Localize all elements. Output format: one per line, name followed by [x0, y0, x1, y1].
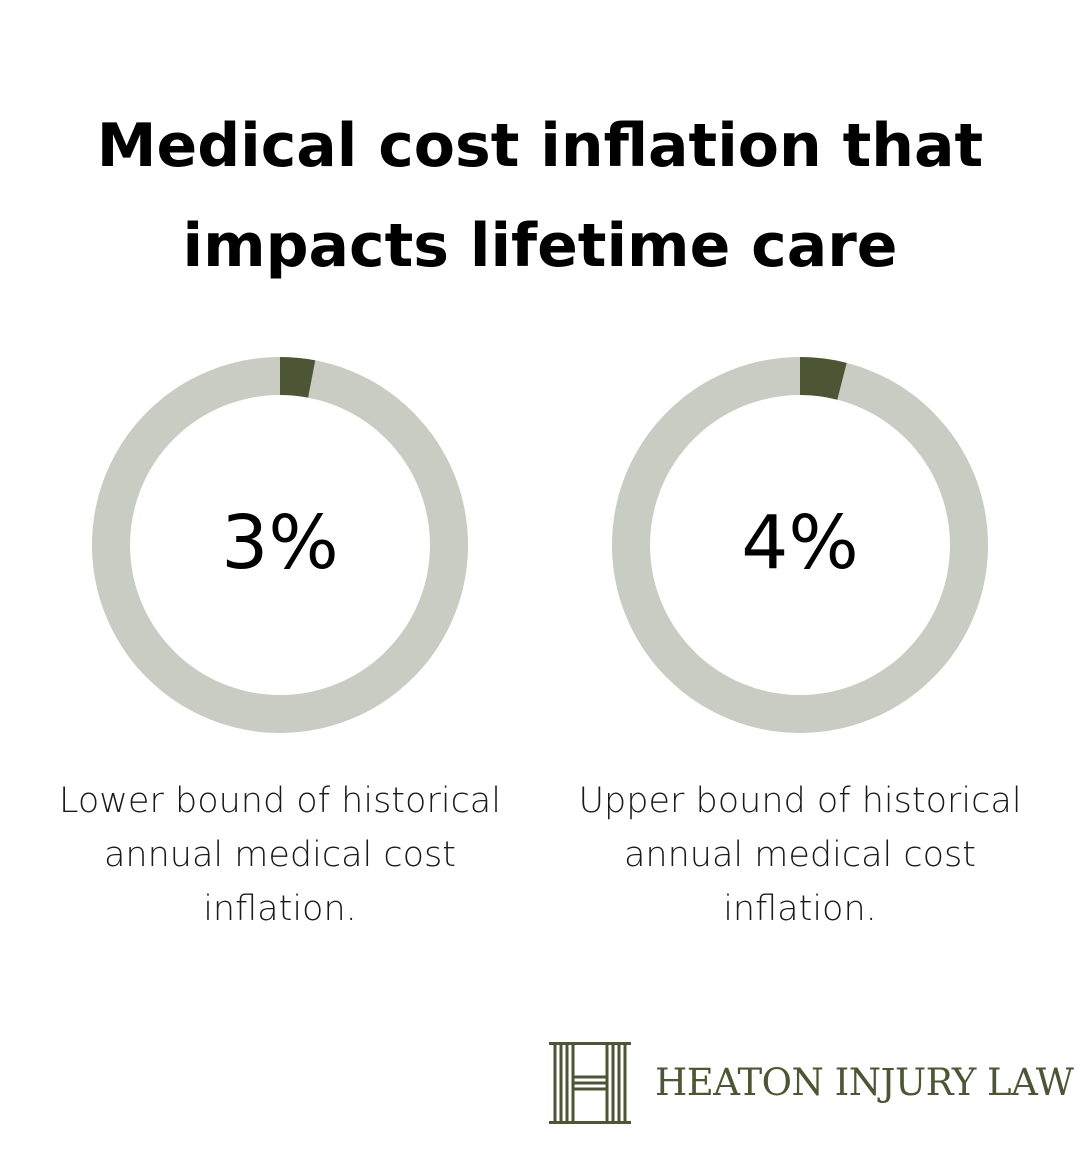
brand-logo: HEATON INJURY LAW — [545, 1042, 1074, 1124]
stat-value-lower-bound: 3% — [221, 500, 339, 586]
donut-value-arc — [92, 357, 468, 733]
caption-line: annual medical cost — [103, 835, 457, 875]
stat-caption-lower-bound: Lower bound of historical annual medical… — [40, 774, 520, 936]
caption-line: annual medical cost — [623, 835, 977, 875]
caption-line: inflation. — [723, 889, 877, 929]
donut-value-arc — [612, 357, 988, 733]
donut-chart-lower-bound — [92, 357, 468, 733]
title-line-1: Medical cost inflation that — [96, 111, 984, 181]
brand-logo-text: HEATON INJURY LAW — [655, 1061, 1074, 1104]
caption-line: Upper bound of historical — [578, 781, 1022, 821]
stat-value-upper-bound: 4% — [741, 500, 859, 586]
stat-caption-upper-bound: Upper bound of historical annual medical… — [560, 774, 1040, 936]
caption-line: inflation. — [203, 889, 357, 929]
h-monogram-icon — [549, 1042, 631, 1124]
caption-line: Lower bound of historical — [59, 781, 501, 821]
donut-chart-upper-bound — [612, 357, 988, 733]
title-line-2: impacts lifetime care — [182, 211, 898, 281]
page-title: Medical cost inflation that impacts life… — [40, 96, 1040, 296]
